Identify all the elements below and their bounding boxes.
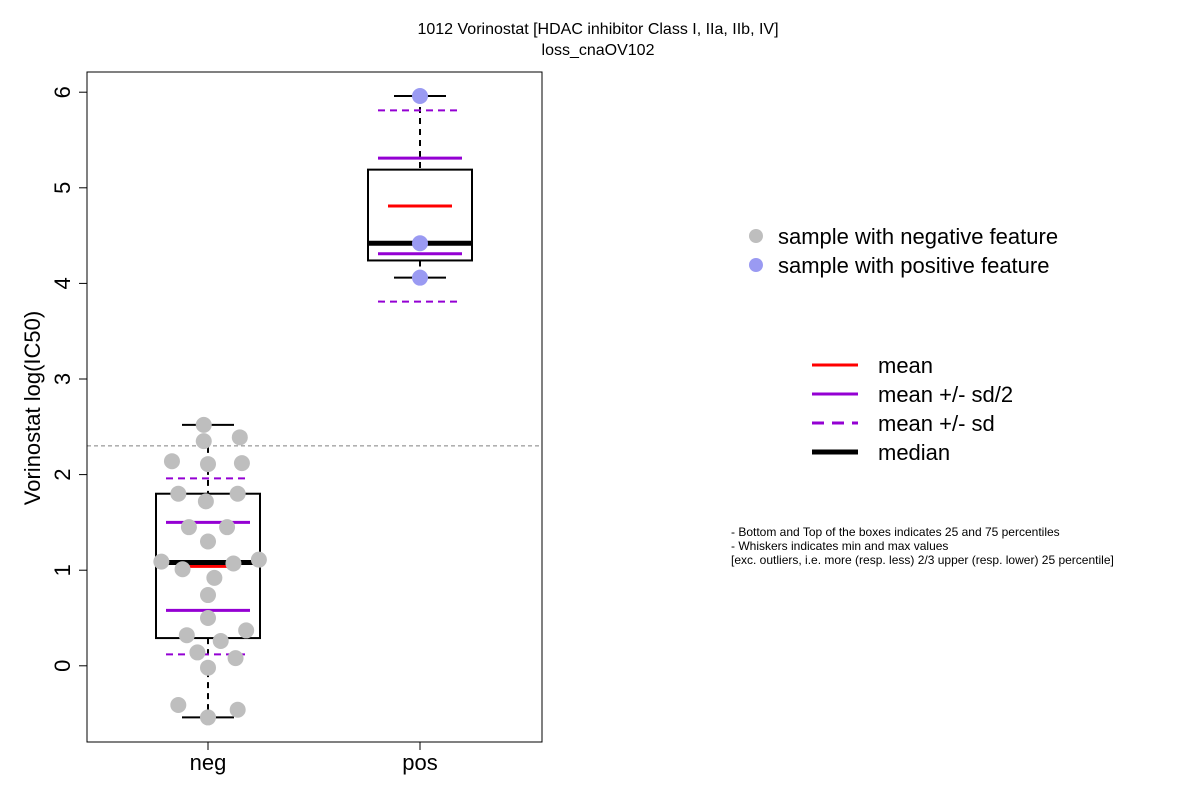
data-point-neg-1 <box>195 433 212 450</box>
data-point-neg-24 <box>200 659 216 676</box>
data-point-neg-21 <box>238 622 255 639</box>
legend-line-label-2: mean +/- sd <box>878 411 995 436</box>
chart-title: 1012 Vorinostat [HDAC inhibitor Class I,… <box>417 21 778 38</box>
data-point-neg-12 <box>153 553 170 570</box>
legend-point-item-1: sample with positive feature <box>749 253 1049 278</box>
data-point-neg-20 <box>212 632 229 649</box>
x-tick-label-neg: neg <box>190 750 227 775</box>
data-point-neg-22 <box>189 644 206 661</box>
legend-line-label-0: mean <box>878 353 933 378</box>
legend-line-label-3: median <box>878 440 950 465</box>
data-point-neg-4 <box>200 456 216 473</box>
data-point-neg-25 <box>170 696 187 713</box>
data-point-neg-17 <box>200 587 216 604</box>
chart-subtitle: loss_cnaOV102 <box>542 42 655 59</box>
legend-line-label-1: mean +/- sd/2 <box>878 382 1013 407</box>
plot-frame <box>86 71 543 743</box>
x-tick-label-pos: pos <box>402 750 437 775</box>
data-point-neg-9 <box>180 519 197 536</box>
legend-point-marker-1 <box>749 258 763 272</box>
data-point-neg-26 <box>229 701 246 718</box>
legend-point-label-0: sample with negative feature <box>778 224 1058 249</box>
data-point-pos-2 <box>412 269 428 286</box>
note-line-2: [exc. outliers, i.e. more (resp. less) 2… <box>731 553 1114 567</box>
legend-point-label-1: sample with positive feature <box>778 253 1049 278</box>
data-point-neg-10 <box>219 519 236 536</box>
legend-line-item-0: mean <box>812 353 933 378</box>
data-point-neg-2 <box>231 429 248 446</box>
note-line-1: - Whiskers indicates min and max values <box>731 539 948 553</box>
data-point-neg-8 <box>229 485 246 502</box>
data-point-neg-5 <box>233 455 250 472</box>
data-point-neg-27 <box>200 709 216 726</box>
y-tick-label-3: 3 <box>50 373 75 385</box>
legend-line-item-1: mean +/- sd/2 <box>812 382 1013 407</box>
legend-point-item-0: sample with negative feature <box>749 224 1058 249</box>
box-pos <box>367 168 473 262</box>
data-point-pos-1 <box>412 235 428 252</box>
y-tick-label-6: 6 <box>50 86 75 98</box>
y-tick-label-1: 1 <box>50 564 75 576</box>
y-tick-label-5: 5 <box>50 182 75 194</box>
data-point-neg-7 <box>197 493 214 510</box>
data-point-neg-14 <box>225 555 242 572</box>
y-tick-label-4: 4 <box>50 277 75 289</box>
data-point-neg-3 <box>163 453 180 470</box>
data-point-neg-16 <box>206 569 223 586</box>
legend-point-marker-0 <box>749 229 763 243</box>
data-point-neg-19 <box>178 627 195 644</box>
y-axis-label: Vorinostat log(IC50) <box>20 311 45 505</box>
legend-line-item-3: median <box>812 440 950 465</box>
data-point-pos-0 <box>412 88 428 105</box>
data-point-neg-18 <box>200 610 216 626</box>
data-point-neg-6 <box>170 485 187 502</box>
data-point-neg-13 <box>174 561 191 578</box>
data-point-neg-0 <box>195 416 212 433</box>
y-tick-label-2: 2 <box>50 468 75 480</box>
data-point-neg-11 <box>200 533 216 550</box>
data-point-neg-15 <box>250 551 267 568</box>
data-point-neg-23 <box>227 650 244 667</box>
y-tick-label-0: 0 <box>50 660 75 672</box>
note-line-0: - Bottom and Top of the boxes indicates … <box>731 525 1060 539</box>
legend-line-item-2: mean +/- sd <box>812 411 995 436</box>
